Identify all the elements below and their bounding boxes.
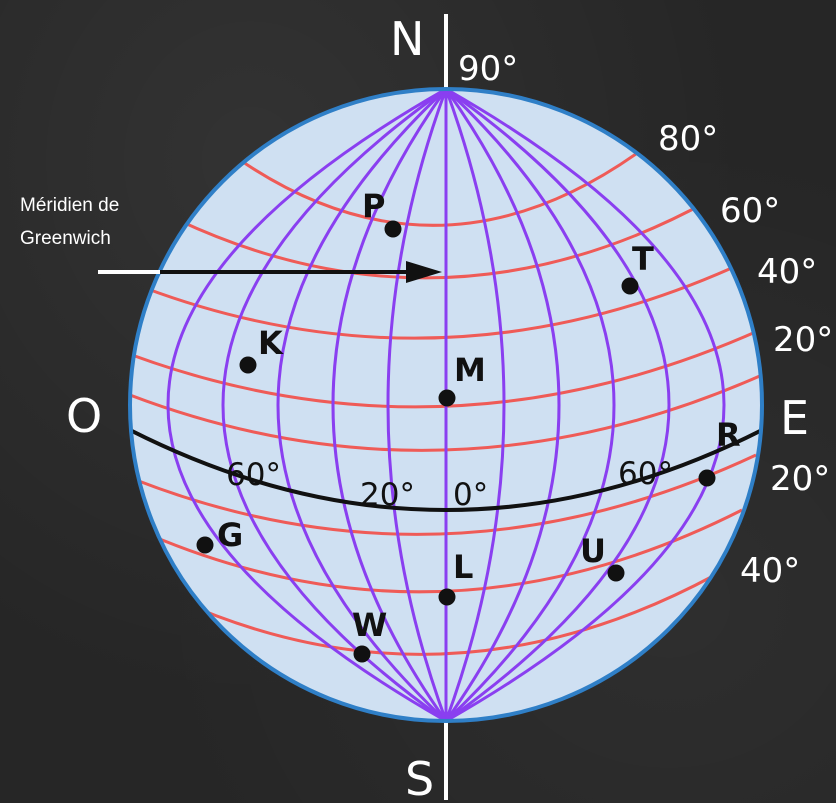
meridian-e1	[444, 89, 506, 721]
longitude-label-e60: 60°	[618, 456, 673, 492]
point-label-u: U	[580, 532, 606, 570]
latitude-label-80n: 80°	[658, 119, 718, 159]
meridian-e3	[444, 89, 616, 721]
point-k: K	[239, 324, 284, 374]
longitude-label-w20: 20°	[360, 477, 415, 513]
cardinal-east: E	[780, 391, 809, 445]
point-label-m: M	[454, 351, 486, 389]
cardinal-south: S	[405, 752, 434, 803]
meridian-e5	[445, 89, 726, 721]
meridian-w3	[276, 89, 448, 721]
meridians	[166, 89, 726, 721]
meridian-w1	[386, 89, 448, 721]
longitude-label-w60: 60°	[226, 457, 281, 493]
point-m: M	[438, 351, 486, 407]
cardinal-west: O	[66, 389, 102, 443]
latitude-label-90: 90°	[458, 49, 518, 89]
cardinal-north: N	[390, 12, 424, 66]
meridian-e4	[445, 89, 671, 721]
equator	[130, 428, 762, 512]
point-r: R	[698, 416, 741, 487]
latitude-label-40s: 40°	[740, 551, 800, 591]
point-p: P	[362, 187, 402, 238]
latitude-label-20s: 20°	[770, 459, 830, 499]
point-label-t: T	[632, 240, 654, 278]
point-u: U	[580, 532, 625, 582]
meridian-w4	[221, 89, 447, 721]
point-label-p: P	[362, 187, 385, 225]
meridian-e2	[444, 89, 561, 721]
point-w: W	[352, 606, 387, 663]
latitude-label-60n: 60°	[720, 191, 780, 231]
point-label-w: W	[352, 606, 387, 644]
globe-outline	[128, 87, 764, 723]
meridian-w5	[166, 89, 447, 721]
point-t: T	[621, 240, 654, 295]
latitude-label-20n: 20°	[773, 320, 833, 360]
meridian-w2	[331, 89, 448, 721]
point-l: L	[438, 548, 473, 606]
longitude-label-0: 0°	[453, 477, 488, 513]
point-g: G	[196, 516, 243, 554]
point-label-g: G	[217, 516, 243, 554]
greenwich-note-line2: Greenwich	[20, 228, 111, 249]
greenwich-arrow	[98, 261, 442, 283]
point-label-l: L	[453, 548, 473, 586]
greenwich-note-line1: Méridien de	[20, 195, 119, 216]
point-label-k: K	[258, 324, 284, 362]
latitude-label-40n: 40°	[757, 252, 817, 292]
point-label-r: R	[716, 416, 741, 454]
